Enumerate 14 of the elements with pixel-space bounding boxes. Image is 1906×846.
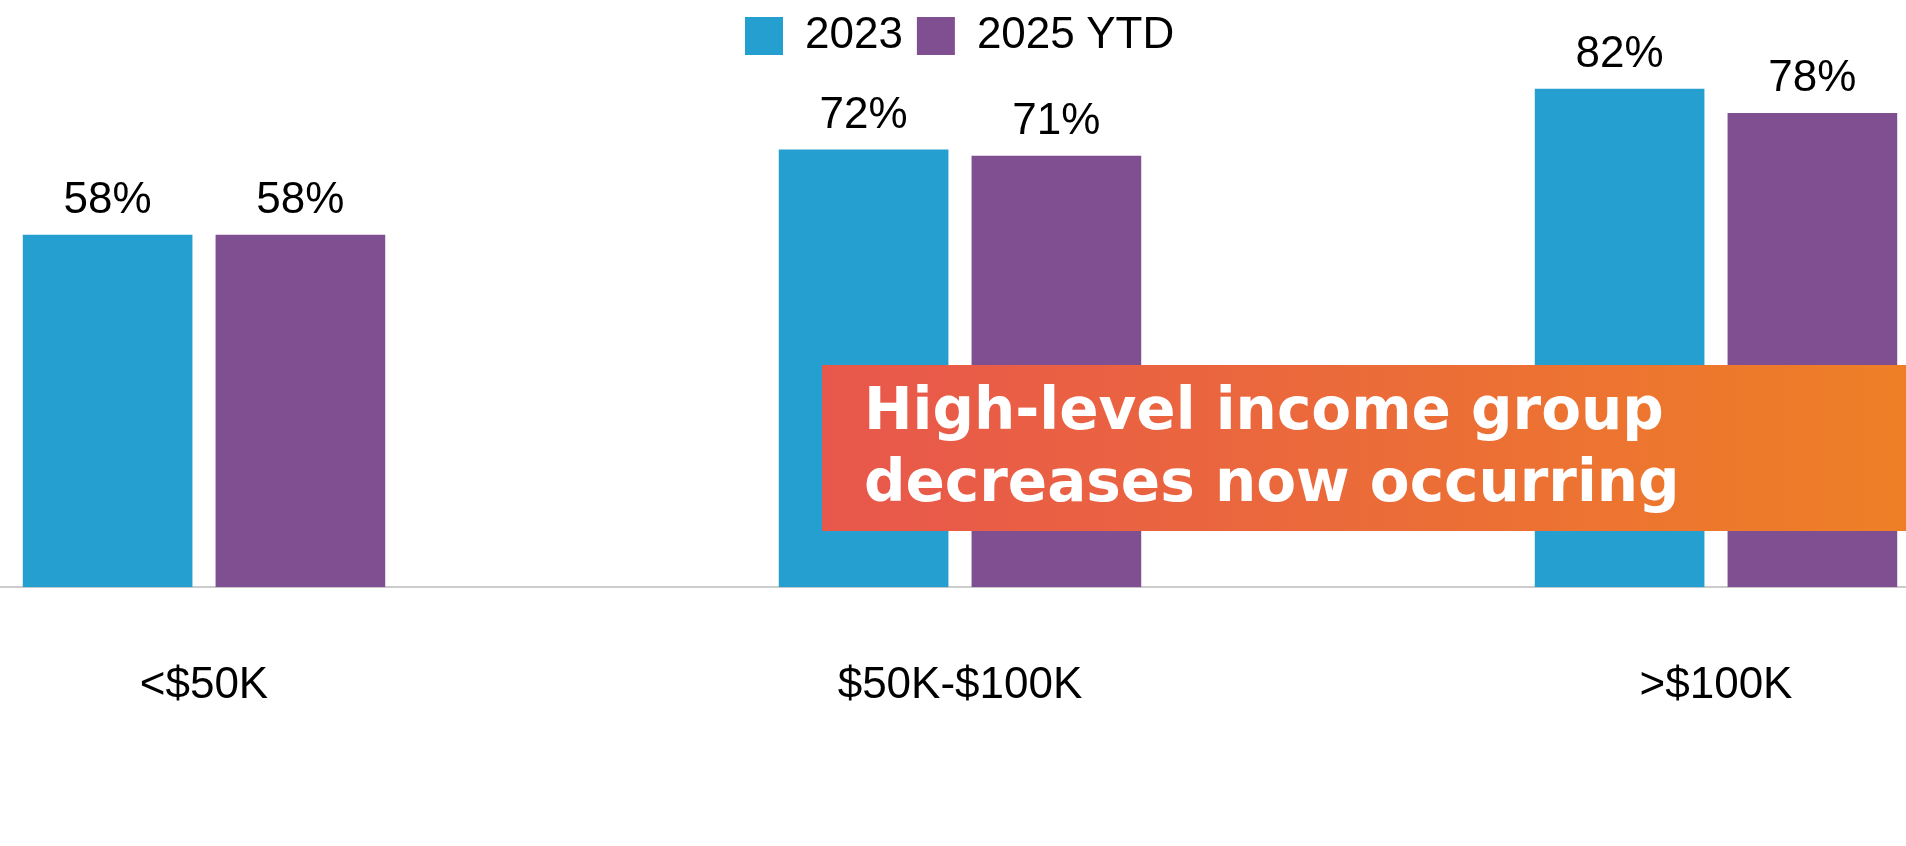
x-tick-label: $50K-$100K — [837, 657, 1083, 707]
data-label: 72% — [819, 87, 908, 137]
data-label: 58% — [256, 172, 345, 222]
bar — [22, 234, 193, 588]
data-label: 58% — [63, 172, 152, 222]
data-label: 71% — [1012, 93, 1101, 143]
legend-label: 2025 YTD — [976, 8, 1175, 58]
bar — [215, 234, 386, 588]
x-tick-label: <$50K — [139, 657, 269, 707]
data-label: 78% — [1768, 51, 1857, 101]
data-label: 82% — [1575, 26, 1664, 76]
legend-label: 2023 — [805, 8, 903, 58]
callout-box: High-level income group decreases now occurring — [822, 365, 1906, 531]
x-tick-label: >$100K — [1639, 657, 1793, 707]
